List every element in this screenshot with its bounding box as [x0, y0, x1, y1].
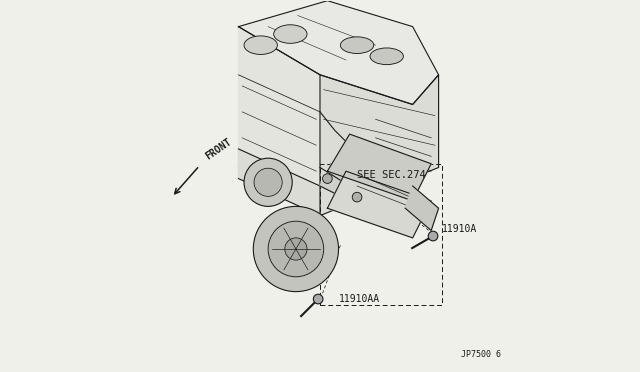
Text: 11910AA: 11910AA	[339, 294, 380, 304]
Polygon shape	[328, 171, 431, 238]
Ellipse shape	[274, 25, 307, 43]
Bar	[320, 164, 442, 305]
Ellipse shape	[244, 36, 277, 54]
Circle shape	[428, 231, 438, 241]
Polygon shape	[239, 149, 320, 216]
Circle shape	[352, 192, 362, 202]
Ellipse shape	[370, 48, 403, 65]
Text: 11910A: 11910A	[442, 224, 477, 234]
Circle shape	[323, 174, 332, 183]
Circle shape	[314, 294, 323, 304]
Text: SEE SEC.274: SEE SEC.274	[357, 170, 426, 180]
Circle shape	[254, 168, 282, 196]
Text: FRONT: FRONT	[204, 137, 233, 162]
Circle shape	[244, 158, 292, 206]
Circle shape	[268, 221, 324, 277]
Ellipse shape	[340, 37, 374, 54]
Polygon shape	[239, 27, 320, 216]
Polygon shape	[320, 164, 376, 208]
Polygon shape	[328, 134, 431, 201]
Polygon shape	[405, 186, 438, 231]
Polygon shape	[320, 75, 438, 216]
Polygon shape	[239, 1, 438, 105]
Text: JP7500 6: JP7500 6	[461, 350, 501, 359]
Circle shape	[285, 238, 307, 260]
Circle shape	[253, 206, 339, 292]
